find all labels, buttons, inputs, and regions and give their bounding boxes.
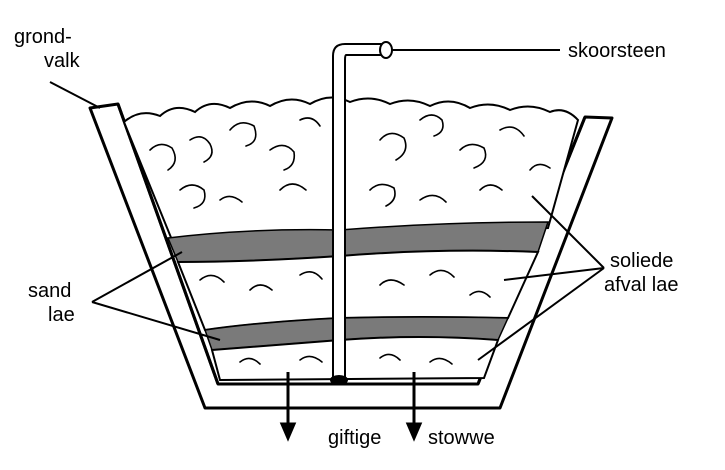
label-soliede-line2: afval lae: [604, 274, 679, 296]
waste-texture: [149, 114, 551, 365]
label-sand-line1: sand: [28, 280, 72, 302]
label-grondvalk-line1: grond-: [14, 26, 72, 48]
pointer-sand-1: [91, 251, 183, 303]
pointer-soliede-1: [531, 195, 605, 269]
label-giftige: giftige: [328, 427, 382, 449]
label-pointers: [49, 49, 605, 361]
label-sand-line2: lae: [48, 304, 75, 326]
label-stowwe: stowwe: [428, 427, 495, 449]
solid-waste-layer-top: [122, 96, 580, 242]
pointer-soliede-2: [503, 267, 605, 281]
label-skoorsteen: skoorsteen: [568, 40, 666, 62]
label-grondvalk-line2: valk: [44, 50, 80, 72]
label-soliede-line1: soliede: [610, 250, 674, 272]
chimney-pipe: [330, 41, 393, 385]
solid-waste-layer-bottom: [210, 336, 500, 382]
leachate-arrows: [279, 372, 423, 442]
pointer-soliede-3: [477, 267, 605, 361]
pointer-sand-2: [91, 301, 221, 341]
pointer-grondvalk: [49, 81, 101, 109]
